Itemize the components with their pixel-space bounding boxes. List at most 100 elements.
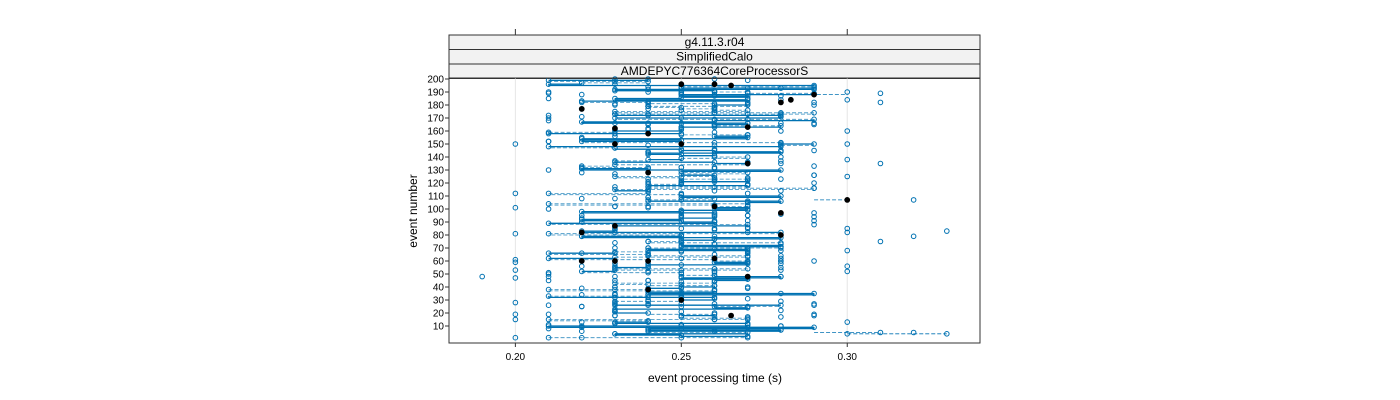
outlier-point [910,233,917,240]
event-point [711,272,718,279]
outlier-point [877,90,884,97]
highlight-point [578,229,585,236]
event-point [711,150,718,156]
event-point [645,297,651,303]
event-point [545,273,552,280]
event-point [778,245,784,251]
outlier-point [512,267,519,273]
event-point [744,334,751,341]
event-point [678,217,685,224]
event-point [811,324,817,331]
y-tick-label: 60 [433,257,445,268]
y-tick-label: 130 [427,166,444,177]
x-axis: 0.20 0.25 0.30 [506,29,858,363]
event-point [744,175,751,181]
event-point [545,130,552,137]
event-point [778,85,784,91]
event-point [778,247,784,254]
event-point [744,85,751,91]
event-point [678,104,685,111]
event-point [578,215,585,221]
event-point [545,293,552,299]
event-point [545,81,552,87]
event-point [645,89,651,95]
event-point [778,198,784,204]
event-point [778,267,784,273]
event-point [678,115,685,121]
x-tick-label: 0.30 [838,352,858,363]
event-point [778,307,784,314]
data-points [479,76,950,341]
event-point [678,91,685,98]
event-point [678,233,685,240]
panel-frame [448,77,981,344]
event-point [711,210,718,216]
y-tick-label: 110 [428,192,444,203]
event-point [612,108,618,115]
event-point [811,302,817,309]
event-point [645,100,651,107]
event-point [678,107,685,113]
event-point [578,303,585,310]
event-point [778,193,784,199]
outlier-point [877,329,884,336]
event-point [678,262,685,268]
event-point [711,282,718,289]
outlier-point [910,197,917,203]
outlier-point [844,89,851,95]
event-point [612,115,618,121]
highlight-point [612,125,618,132]
outlier-point [811,163,817,169]
outlier-point [877,160,884,167]
event-point [612,298,618,305]
y-tick-label: 40 [433,283,445,294]
y-tick-label: 150 [427,140,444,151]
event-point [612,133,618,139]
event-point [645,111,651,117]
event-point [612,186,618,193]
event-point [612,162,618,168]
event-point [678,180,685,186]
event-point [645,268,651,275]
x-axis-title: event processing time (s) [648,371,782,385]
event-point [612,245,618,251]
highlight-point [777,99,784,106]
event-point [578,250,585,256]
event-point [678,89,685,95]
outlier-point [844,97,851,103]
event-point [645,78,651,85]
event-point [778,298,784,305]
y-tick-label: 90 [433,218,445,229]
event-point [744,111,751,117]
event-point [612,87,618,94]
outlier-point [512,316,519,323]
event-point [711,188,718,194]
event-point [744,181,751,188]
event-point [612,203,618,210]
event-point [545,190,552,197]
event-point [612,111,618,117]
event-point [678,325,685,332]
event-point [811,110,817,116]
event-point [778,128,784,134]
event-point [645,294,651,301]
event-point [744,316,751,323]
event-point [744,285,751,292]
highlight-point [612,258,618,264]
outlier-point [877,238,884,245]
event-point [612,306,618,312]
event-point [678,164,685,171]
x-tick-label: 0.25 [672,352,692,363]
event-point [578,91,585,98]
event-point [645,149,651,155]
event-point [678,177,685,184]
outlier-point [512,256,519,263]
event-point [711,184,718,190]
y-tick-label: 20 [433,309,445,320]
highlight-point [711,81,718,88]
y-tick-label: 190 [427,88,444,99]
y-tick-label: 160 [427,127,444,138]
event-point [778,323,784,329]
event-point [711,76,718,82]
outlier-point [512,190,519,197]
